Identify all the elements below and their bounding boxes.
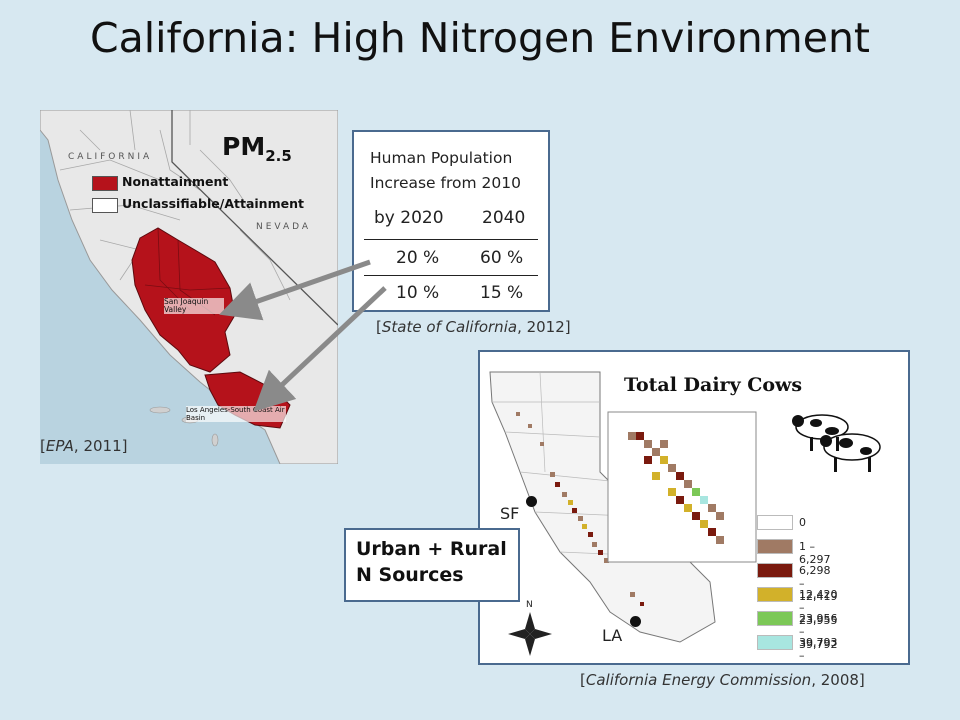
- population-row1-col1: 20 %: [396, 248, 440, 268]
- la-marker: [630, 616, 641, 627]
- legend-label-5: 39,793 – 87,028: [799, 636, 838, 663]
- state-citation: [State of California, 2012]: [376, 318, 571, 336]
- legend-unclassifiable-label: Unclassifiable/Attainment: [122, 196, 304, 211]
- table-rule: [364, 275, 538, 276]
- population-title-line2: Increase from 2010: [370, 174, 521, 192]
- population-row2-col2: 15 %: [480, 283, 524, 303]
- inset-dairy-grid: [628, 432, 724, 544]
- sf-label: SF: [500, 504, 520, 523]
- legend-swatch-4: [757, 611, 793, 626]
- urban-rural-callout: Urban + Rural N Sources: [344, 528, 520, 602]
- dairy-map-title: Total Dairy Cows: [624, 374, 803, 396]
- legend-swatch-1: [757, 539, 793, 554]
- legend-swatch-2: [757, 563, 793, 578]
- legend-label-1: 1 – 6,297: [799, 540, 831, 566]
- california-map-label: CALIFORNIA: [68, 152, 153, 162]
- pm25-nonattainment-map: CALIFORNIA NEVADA Nonattainment Unclassi…: [40, 110, 338, 464]
- legend-unclassifiable-swatch: [92, 198, 118, 213]
- central-valley-dairy-cells: [516, 412, 644, 606]
- callout-line1: Urban + Rural: [356, 538, 507, 560]
- legend-label-4: 23,956 – 39,792: [799, 612, 838, 651]
- dairy-cow-icon: [792, 414, 881, 472]
- nevada-map-label: NEVADA: [256, 222, 312, 232]
- population-col1-header: by 2020: [374, 208, 444, 228]
- arrow-to-san-joaquin: [219, 259, 371, 321]
- dairy-cows-map: Total Dairy Cows N 0 1 – 6,297 6,298 – 1…: [478, 350, 910, 665]
- epa-citation: [EPA, 2011]: [40, 437, 128, 455]
- legend-nonattainment-label: Nonattainment: [122, 174, 229, 189]
- legend-swatch-3: [757, 587, 793, 602]
- population-table: Human Population Increase from 2010 by 2…: [352, 130, 550, 312]
- population-row2-col1: 10 %: [396, 283, 440, 303]
- sf-marker: [526, 496, 537, 507]
- legend-label-2: 6,298 – 12,419: [799, 564, 838, 603]
- population-row1-col2: 60 %: [480, 248, 524, 268]
- legend-swatch-0: [757, 515, 793, 530]
- population-title-line1: Human Population: [370, 149, 513, 167]
- legend-nonattainment-swatch: [92, 176, 118, 191]
- arrow-to-la-basin: [253, 286, 387, 412]
- compass-north-label: N: [526, 600, 533, 610]
- cec-citation: [California Energy Commission, 2008]: [580, 671, 865, 689]
- legend-label-0: 0: [799, 516, 806, 529]
- legend-swatch-5: [757, 635, 793, 650]
- callout-line2: N Sources: [356, 564, 464, 586]
- compass-rose: [508, 612, 552, 656]
- legend-label-3: 12,420 – 23,955: [799, 588, 838, 627]
- population-col2-header: 2040: [482, 208, 526, 228]
- la-label: LA: [602, 626, 623, 645]
- san-joaquin-label: San Joaquin Valley: [164, 298, 224, 314]
- dairy-map-graphic: [489, 371, 757, 656]
- slide-title: California: High Nitrogen Environment: [89, 14, 871, 62]
- table-rule: [364, 239, 538, 240]
- pm25-label: PM2.5: [222, 132, 292, 165]
